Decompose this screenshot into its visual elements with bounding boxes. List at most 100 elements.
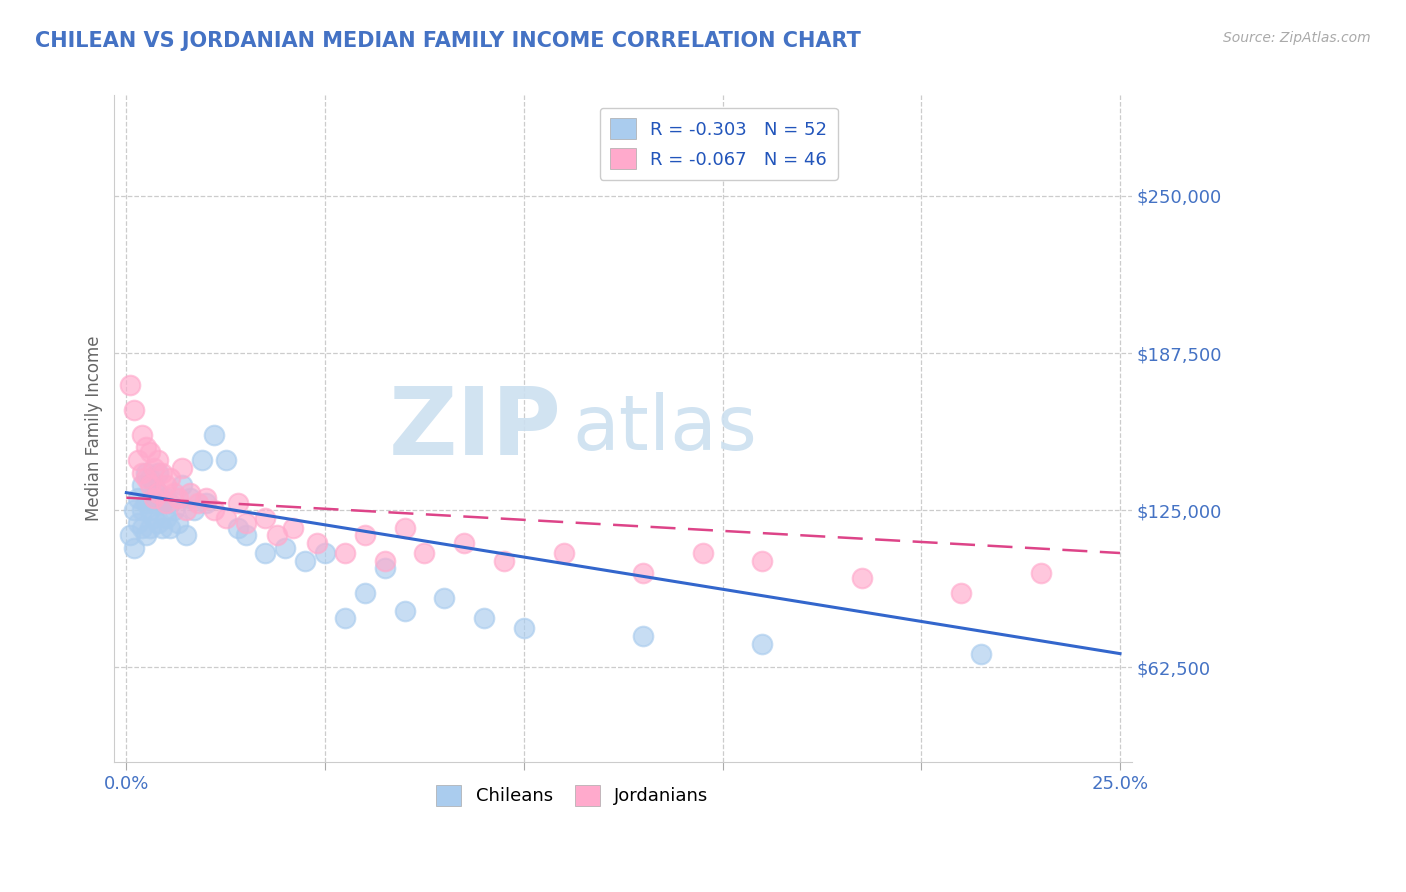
Point [970,647,993,661]
Point [170,478,193,492]
Point [146,485,169,500]
Point [235,516,257,530]
Point [631,566,654,581]
Point [167,491,190,505]
Point [274,541,297,555]
Point [353,586,375,600]
Point [143,511,166,525]
Point [513,622,536,636]
Point [143,491,166,505]
Text: Source: ZipAtlas.com: Source: ZipAtlas.com [1223,31,1371,45]
Point [167,516,190,530]
Y-axis label: Median Family Income: Median Family Income [86,335,103,521]
Point [131,478,153,492]
Point [159,470,181,484]
Legend: Chileans, Jordanians: Chileans, Jordanians [429,778,716,813]
Point [631,629,654,643]
Point [215,453,238,467]
Point [135,466,157,480]
Point [131,427,153,442]
Point [146,516,169,530]
Point [333,546,356,560]
Point [453,536,475,550]
Point [127,491,149,505]
Point [307,536,329,550]
Point [194,491,217,505]
Point [333,611,356,625]
Point [374,553,396,567]
Point [146,466,169,480]
Point [155,496,177,510]
Point [353,528,375,542]
Point [394,604,416,618]
Point [179,491,201,505]
Point [146,453,169,467]
Point [1029,566,1052,581]
Point [139,470,162,484]
Point [553,546,575,560]
Point [179,485,201,500]
Point [150,496,173,510]
Point [950,586,973,600]
Point [143,496,166,510]
Text: CHILEAN VS JORDANIAN MEDIAN FAMILY INCOME CORRELATION CHART: CHILEAN VS JORDANIAN MEDIAN FAMILY INCOM… [35,31,860,51]
Point [150,466,173,480]
Point [131,521,153,535]
Point [194,496,217,510]
Point [170,460,193,475]
Point [751,636,773,650]
Point [135,528,157,542]
Point [174,503,197,517]
Point [120,377,142,392]
Point [135,441,157,455]
Point [413,546,436,560]
Point [174,528,197,542]
Point [202,427,225,442]
Point [155,511,177,525]
Point [135,496,157,510]
Point [143,460,166,475]
Point [851,571,873,585]
Point [124,402,146,417]
Point [155,491,177,505]
Point [235,528,257,542]
Point [163,485,186,500]
Point [150,521,173,535]
Point [124,541,146,555]
Point [124,503,146,517]
Point [226,496,249,510]
Point [135,470,157,484]
Point [127,516,149,530]
Point [143,478,166,492]
Point [215,511,238,525]
Point [266,528,288,542]
Point [159,521,181,535]
Point [692,546,714,560]
Point [139,445,162,459]
Point [131,466,153,480]
Point [155,478,177,492]
Point [191,453,214,467]
Point [146,485,169,500]
Point [139,521,162,535]
Point [202,503,225,517]
Point [492,553,515,567]
Point [394,521,416,535]
Point [433,591,456,606]
Point [472,611,495,625]
Point [187,496,209,510]
Point [163,503,186,517]
Point [374,561,396,575]
Point [139,503,162,517]
Point [183,503,205,517]
Point [226,521,249,535]
Point [751,553,773,567]
Point [131,503,153,517]
Point [254,546,277,560]
Point [314,546,336,560]
Point [254,511,277,525]
Point [120,528,142,542]
Point [294,553,316,567]
Point [139,478,162,492]
Point [127,453,149,467]
